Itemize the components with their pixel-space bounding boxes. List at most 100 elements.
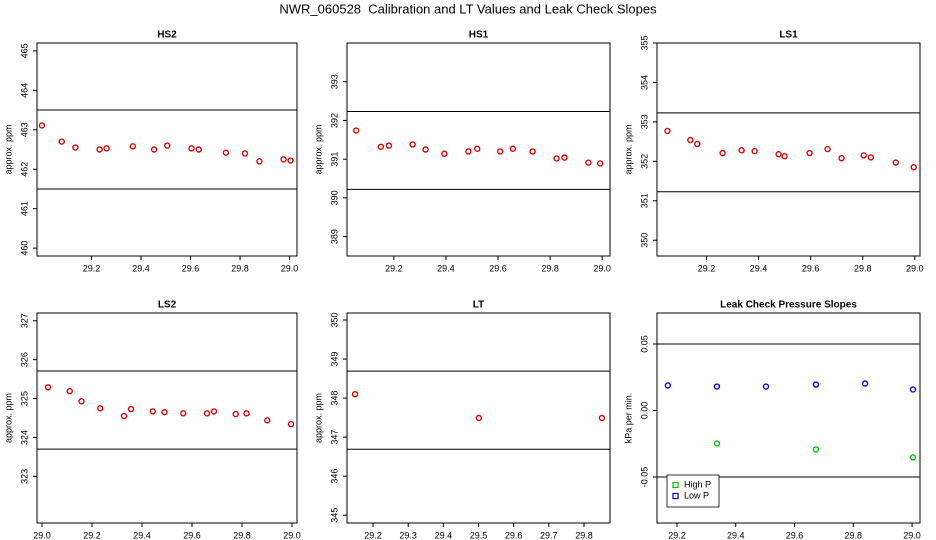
point [775,151,782,158]
y-tick-label: 464 [19,83,29,98]
y-tick-label: -0.05 [639,467,649,488]
y-tick-label: 460 [19,241,29,256]
x-tick-label: 29.6 [183,530,201,540]
x-tick-label: 29.2 [83,530,101,540]
x-tick-label: 29.6 [182,263,200,273]
x-tick-label: 29.2 [364,530,382,540]
point [256,158,263,165]
y-tick-label: 325 [19,391,29,406]
point [473,145,481,152]
y-tick-label: 324 [19,430,29,445]
x-tick-label: 29.8 [854,263,872,273]
point [687,136,694,144]
x-tick-label: 29.0 [33,530,51,540]
panel-title: Leak Check Pressure Slopes [720,300,857,311]
point [824,145,831,153]
y-tick-label: 323 [19,469,29,484]
point [553,155,560,162]
point [561,154,568,161]
y-tick-label: 352 [639,154,649,169]
y-tick-label: 389 [329,229,339,244]
x-tick-label: 29.4 [133,530,151,540]
x-tick-label: 29.0 [593,263,611,273]
legend-marker [672,481,679,489]
x-tick-label: 29.4 [132,263,150,273]
x-tick-label: 29.7 [540,530,558,540]
point [203,410,211,417]
point [909,386,917,393]
y-tick-label: 355 [639,35,649,50]
y-tick-label: 461 [19,201,29,216]
point [103,145,110,152]
point [385,142,393,149]
point [287,421,295,428]
y-tick-label: 465 [19,43,29,58]
point [596,160,604,167]
legend-marker [672,492,679,500]
x-tick-label: 29.2 [83,263,101,273]
y-tick-label: 349 [329,352,339,367]
y-tick-label: 353 [639,114,649,129]
point [164,142,171,149]
point [127,405,135,413]
point [475,414,483,422]
y-tick-label: 351 [639,193,649,208]
x-tick-label: 29.8 [845,530,863,540]
x-tick-label: 29.6 [505,530,523,540]
x-tick-label: 29.3 [399,530,417,540]
plot-frame [36,312,298,524]
point [97,405,104,412]
point [222,149,230,156]
y-tick-label: 390 [329,190,339,205]
point [860,152,867,159]
point [38,122,46,129]
y-tick-label: 463 [19,122,29,137]
point [210,408,218,415]
point [280,156,287,163]
plot-frame [656,312,921,524]
x-tick-label: 29.0 [281,263,299,273]
point [78,398,85,405]
panel-title: HS2 [157,30,177,41]
point [910,164,917,171]
y-tick-label: 326 [19,352,29,367]
point [161,408,168,416]
y-tick-label: 350 [329,313,339,328]
point [694,140,701,148]
point [812,446,820,453]
point [713,383,721,390]
y-tick-label: 354 [639,75,649,90]
point [838,154,845,162]
point [243,410,250,417]
y-tick-label: 348 [329,391,339,406]
point [351,390,359,398]
point [664,382,672,389]
legend-label: High P [684,479,711,489]
y-tick-label: 350 [639,233,649,248]
point [598,414,606,422]
panel-title: LS2 [158,300,177,311]
point [892,159,899,166]
y-tick-label: 0.05 [639,335,649,353]
point [232,410,239,418]
y-tick-label: 345 [329,508,339,523]
point [149,408,156,415]
plot-frame [656,42,921,257]
legend-box [666,474,720,508]
plot-frame [36,42,298,257]
point [58,138,65,145]
point [377,143,385,150]
point [781,153,788,160]
y-axis-label: approx. ppm [313,393,323,443]
point [509,145,517,152]
point [72,144,79,151]
point [441,150,448,157]
point [664,127,671,135]
x-tick-label: 29.4 [750,263,768,273]
point [409,141,416,148]
point [713,440,721,447]
x-tick-label: 29.2 [668,530,686,540]
x-tick-label: 29.6 [802,263,820,273]
